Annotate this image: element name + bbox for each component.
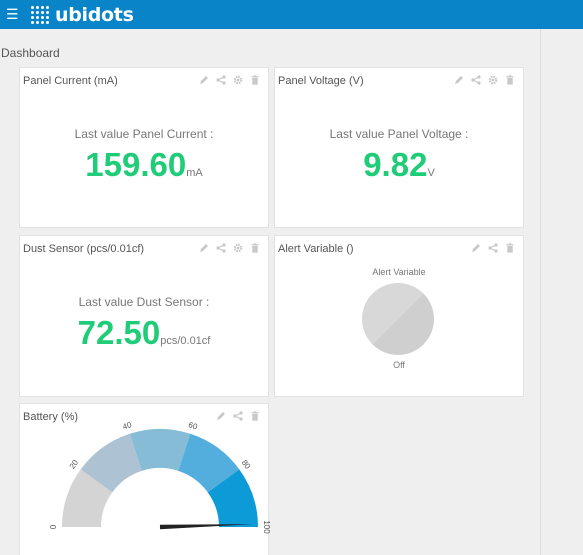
widget-alert-variable: Alert Variable () Alert Variable Off [274, 235, 524, 397]
last-value-label: Last value Panel Voltage : [329, 127, 469, 141]
pencil-icon[interactable] [454, 75, 464, 85]
widget-title: Battery (%) [23, 411, 79, 423]
widget-toolbar [216, 411, 260, 421]
widget-toolbar [199, 75, 260, 85]
logo-mark-icon [30, 5, 50, 25]
last-value-unit: V [427, 167, 435, 179]
ubidots-logo[interactable]: ubidots [30, 4, 134, 26]
logo-text: ubidots [55, 3, 134, 26]
last-value-display: 72.50pcs/0.01cf [20, 314, 268, 352]
share-icon[interactable] [471, 75, 481, 85]
widget-title: Dust Sensor (pcs/0.01cf) [23, 243, 145, 255]
alert-switch[interactable] [362, 283, 434, 355]
share-icon[interactable] [488, 243, 498, 253]
pencil-icon[interactable] [471, 243, 481, 253]
pencil-icon[interactable] [199, 243, 209, 253]
pencil-icon[interactable] [199, 75, 209, 85]
widget-title: Panel Voltage (V) [278, 75, 364, 87]
top-navigation-bar: ☰ ubidots [0, 0, 583, 29]
alert-caption: Alert Variable [372, 267, 426, 277]
widget-battery: Battery (%) 0 20 40 60 80 100 [19, 403, 270, 555]
last-value-number: 72.50 [77, 314, 161, 351]
gauge-needle [159, 524, 253, 530]
last-value-label: Last value Dust Sensor : [78, 295, 210, 309]
widget-title: Alert Variable () [278, 243, 354, 255]
widget-panel-current: Panel Current (mA) Last value Panel Curr… [19, 67, 269, 228]
last-value-unit: mA [186, 167, 203, 179]
widget-title: Panel Current (mA) [23, 75, 118, 87]
right-divider [540, 29, 541, 555]
battery-gauge: 0 20 40 60 80 100 [49, 420, 270, 534]
pencil-icon[interactable] [216, 411, 226, 421]
widget-toolbar [199, 243, 260, 253]
gauge-band [129, 429, 191, 471]
trash-icon[interactable] [505, 75, 515, 85]
trash-icon[interactable] [250, 411, 260, 421]
gear-icon[interactable] [233, 243, 243, 253]
gauge-tick-label: 80 [240, 458, 253, 471]
gauge-tick-label: 100 [262, 520, 270, 534]
gauge-band [62, 469, 113, 527]
share-icon[interactable] [233, 411, 243, 421]
trash-icon[interactable] [250, 243, 260, 253]
last-value-label: Last value Panel Current : [74, 127, 214, 141]
last-value-display: 9.82V [275, 146, 523, 184]
last-value-number: 159.60 [85, 146, 187, 183]
gauge-band [207, 469, 258, 527]
gear-icon[interactable] [488, 75, 498, 85]
widget-toolbar [471, 243, 515, 253]
last-value-number: 9.82 [363, 146, 428, 183]
gauge-tick-label: 40 [121, 420, 133, 431]
last-value-display: 159.60mA [20, 146, 268, 184]
gauge-band [80, 433, 142, 493]
share-icon[interactable] [216, 243, 226, 253]
alert-state: Off [393, 360, 405, 370]
share-icon[interactable] [216, 75, 226, 85]
last-value-unit: pcs/0.01cf [160, 335, 211, 347]
gauge-band [178, 433, 240, 493]
gear-icon[interactable] [233, 75, 243, 85]
trash-icon[interactable] [505, 243, 515, 253]
gauge-tick-label: 20 [68, 458, 81, 471]
trash-icon[interactable] [250, 75, 260, 85]
widget-dust-sensor: Dust Sensor (pcs/0.01cf) Last value Dust… [19, 235, 269, 397]
gauge-tick-label: 60 [187, 420, 199, 431]
hamburger-icon[interactable]: ☰ [6, 6, 19, 22]
widget-panel-voltage: Panel Voltage (V) Last value Panel Volta… [274, 67, 524, 228]
page-title: Dashboard [1, 46, 60, 60]
widget-toolbar [454, 75, 515, 85]
gauge-tick-label: 0 [49, 524, 58, 529]
